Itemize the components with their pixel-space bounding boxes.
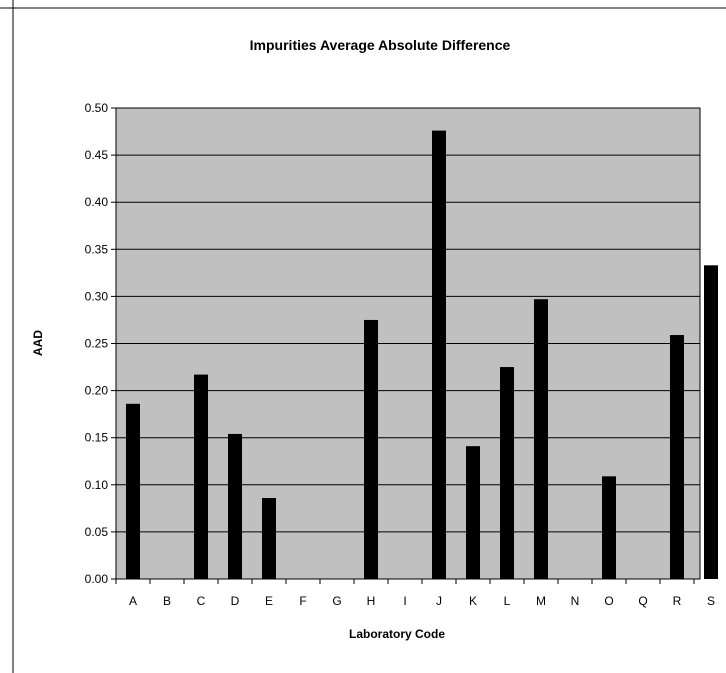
y-tick-label: 0.35 xyxy=(85,242,109,256)
bar-M xyxy=(534,299,548,579)
x-tick-label: N xyxy=(571,594,580,608)
bar-L xyxy=(500,367,514,579)
x-tick-label: O xyxy=(604,594,613,608)
y-tick-label: 0.50 xyxy=(85,101,109,115)
x-tick-label: S xyxy=(707,594,715,608)
y-tick-label: 0.00 xyxy=(85,572,109,586)
y-tick-label: 0.25 xyxy=(85,337,109,351)
y-tick-label: 0.20 xyxy=(85,384,109,398)
y-tick-label: 0.45 xyxy=(85,148,109,162)
y-tick-label: 0.05 xyxy=(85,525,109,539)
bar-K xyxy=(466,446,480,579)
x-tick-label: Q xyxy=(638,594,647,608)
x-tick-label: B xyxy=(163,594,171,608)
bars xyxy=(126,130,718,579)
bar-E xyxy=(262,497,276,579)
x-axis-label: Laboratory Code xyxy=(349,627,445,641)
bar-O xyxy=(602,476,616,579)
x-tick-label: J xyxy=(436,594,442,608)
bar-J xyxy=(432,130,446,579)
bar-A xyxy=(126,403,140,579)
x-tick-label: C xyxy=(197,594,206,608)
y-tick-label: 0.30 xyxy=(85,289,109,303)
bar-R xyxy=(670,335,684,579)
x-tick-label: M xyxy=(536,594,546,608)
x-tick-label: F xyxy=(299,594,306,608)
chart-title: Impurities Average Absolute Difference xyxy=(250,37,511,53)
x-tick-label: L xyxy=(504,594,511,608)
x-tick-label: K xyxy=(469,594,477,608)
y-tick-label: 0.10 xyxy=(85,478,109,492)
bar-S xyxy=(704,265,718,579)
gridlines xyxy=(116,107,700,533)
y-tick-label: 0.15 xyxy=(85,431,109,445)
y-tick-label: 0.40 xyxy=(85,195,109,209)
x-tick-label: D xyxy=(231,594,240,608)
bar-D xyxy=(228,433,242,579)
bar-H xyxy=(364,319,378,579)
x-tick-label: E xyxy=(265,594,273,608)
y-axis-ticks: 0.00 0.05 0.10 0.15 0.20 0.25 0.30 0.35 0.40 0.45… xyxy=(85,101,116,586)
x-tick-label: I xyxy=(403,594,406,608)
bar-C xyxy=(194,374,208,579)
y-axis-label: AAD xyxy=(31,330,45,356)
x-tick-label: H xyxy=(367,594,376,608)
x-tick-label: R xyxy=(673,594,682,608)
x-tick-label: A xyxy=(129,594,137,608)
x-tick-label: G xyxy=(332,594,341,608)
